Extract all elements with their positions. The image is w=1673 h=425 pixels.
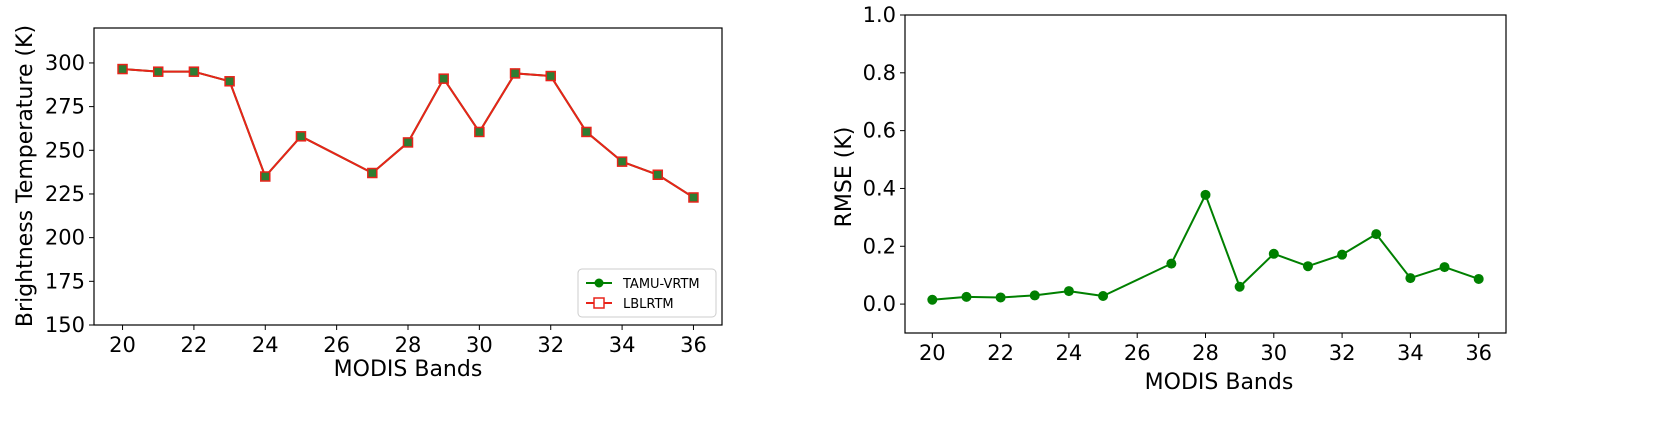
left-y-tick-label: 275 <box>45 95 85 119</box>
left-series-1-point <box>295 131 307 142</box>
right-x-tick-label: 28 <box>1192 341 1219 365</box>
right-series-0-point <box>1063 286 1074 297</box>
right-plot-frame <box>904 14 1507 334</box>
legend-lblrtm-label: LBLRTM <box>623 297 674 312</box>
left-axes: 20 22 24 26 28 30 32 34 36 150 175 200 225 250 275 300 <box>45 51 707 357</box>
left-y-tick-label: 150 <box>45 313 85 337</box>
left-x-tick-label: 26 <box>323 333 350 357</box>
right-series-0-point <box>961 291 972 302</box>
left-series-1-point <box>260 171 271 182</box>
left-x-axis-title: MODIS Bands <box>334 357 483 382</box>
right-x-tick-label: 26 <box>1124 341 1151 365</box>
right-y-axis-title: RMSE (K) <box>832 127 857 228</box>
left-series-1-point <box>474 126 485 138</box>
left-x-tick-label: 30 <box>466 333 493 357</box>
left-series-1-point <box>688 192 699 203</box>
left-series-1-point <box>152 66 164 77</box>
right-x-tick-label: 34 <box>1397 341 1424 365</box>
left-series-1-point <box>652 169 664 181</box>
right-x-tick-label: 20 <box>919 341 946 365</box>
left-y-tick-label: 300 <box>45 51 85 75</box>
left-x-tick-label: 20 <box>109 333 136 357</box>
brightness-temperature-plot-area <box>117 63 699 203</box>
right-y-tick-label: 0.8 <box>863 61 896 85</box>
left-y-tick-label: 175 <box>45 269 85 293</box>
right-y-tick-label: 1.0 <box>863 3 896 27</box>
legend-tamu-label: TAMU-VRTM <box>622 277 700 292</box>
left-series-1-point <box>509 68 521 79</box>
left-x-tick-label: 34 <box>609 333 636 357</box>
right-series-0-point <box>927 294 938 305</box>
right-y-tick-label: 0.6 <box>863 119 896 143</box>
left-series-1-point <box>224 76 235 87</box>
right-series-line-0 <box>932 193 1480 301</box>
left-y-tick-label: 225 <box>45 182 85 206</box>
right-y-tick-label: 0.0 <box>863 292 896 316</box>
rmse-plot-area <box>927 189 1484 305</box>
right-series-0-point <box>1473 273 1484 284</box>
left-series-1-point <box>402 137 414 148</box>
right-axes: 20 22 24 26 28 30 32 34 36 0.0 0.2 0.4 0.6 0.8 1.0 <box>863 3 1492 365</box>
left-series-1-point <box>581 126 592 138</box>
left-y-tick-label: 200 <box>45 226 85 250</box>
left-x-tick-label: 36 <box>680 333 707 357</box>
rmse-chart: 20 22 24 26 28 30 32 34 36 0.0 0.2 0.4 0.6 0.8 1.0 MOD… <box>832 3 1507 395</box>
left-series-1-point <box>545 70 556 82</box>
right-series-0-point <box>1302 261 1313 272</box>
right-series-0-point <box>1405 273 1416 284</box>
legend-tamu-marker <box>594 278 604 288</box>
legend-box <box>577 268 717 318</box>
right-series-0-point <box>1200 189 1211 200</box>
right-series-0-point <box>1268 248 1279 259</box>
legend: TAMU-VRTM LBLRTM <box>577 268 717 318</box>
right-series-0-point <box>1234 281 1245 292</box>
left-series-line-0 <box>122 68 694 199</box>
left-x-tick-label: 32 <box>537 333 564 357</box>
left-y-axis-title: Brightness Temperature (K) <box>13 25 38 327</box>
left-x-tick-label: 28 <box>395 333 422 357</box>
left-series-1-point <box>616 156 628 167</box>
right-y-tick-label: 0.4 <box>863 176 896 200</box>
right-x-tick-label: 36 <box>1465 341 1492 365</box>
right-x-tick-label: 22 <box>987 341 1014 365</box>
right-x-tick-label: 30 <box>1260 341 1287 365</box>
legend-lblrtm-marker <box>593 297 605 309</box>
left-x-tick-label: 24 <box>252 333 279 357</box>
right-series-0-point <box>1098 290 1109 301</box>
right-y-tick-label: 0.2 <box>863 234 896 258</box>
right-x-tick-label: 24 <box>1056 341 1083 365</box>
right-series-0-point <box>1337 249 1348 260</box>
right-x-tick-label: 32 <box>1329 341 1356 365</box>
left-series-1-point <box>367 167 378 179</box>
brightness-temperature-chart: 20 22 24 26 28 30 32 34 36150175200225250275300 … <box>13 25 723 382</box>
right-series-0-point <box>1371 229 1382 240</box>
right-series-0-point <box>995 292 1006 303</box>
left-series-1-point <box>117 63 128 75</box>
left-x-tick-label: 22 <box>181 333 208 357</box>
right-series-0-point <box>1029 290 1040 301</box>
right-series-0-point <box>1166 258 1177 269</box>
left-series-line-1 <box>122 68 694 199</box>
left-series-1-point <box>438 73 449 84</box>
left-y-tick-label: 250 <box>45 138 85 162</box>
right-series-0-point <box>1439 262 1450 273</box>
right-x-axis-title: MODIS Bands <box>1145 370 1294 395</box>
left-series-1-point <box>188 66 200 77</box>
